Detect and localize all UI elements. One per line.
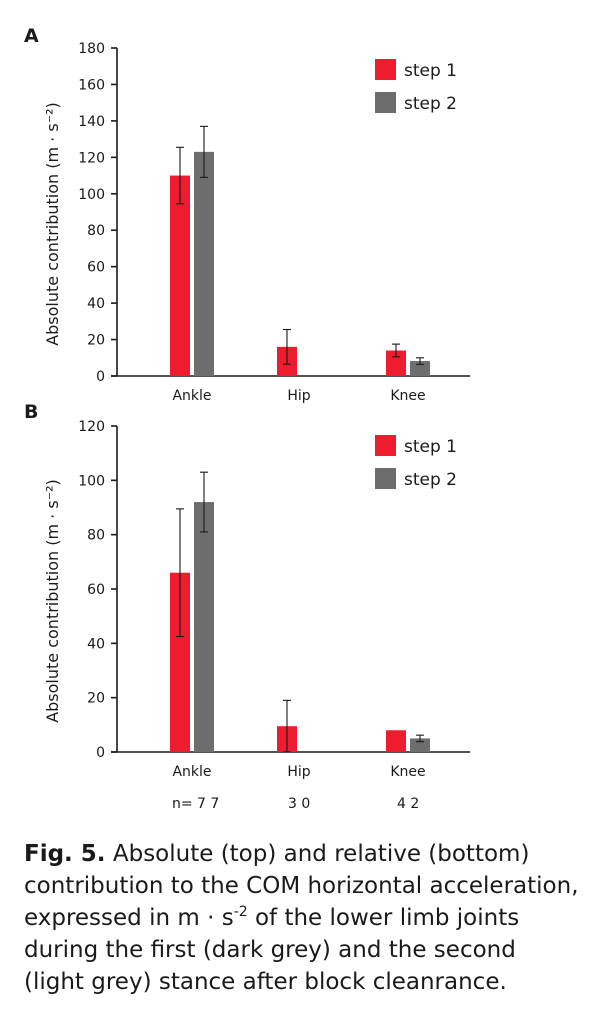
figure-caption: Fig. 5. Absolute (top) and relative (bot… bbox=[24, 838, 594, 998]
y-tick-label: 120 bbox=[78, 150, 105, 166]
caption-title: Fig. 5. bbox=[24, 841, 106, 867]
bar-step-1-ankle bbox=[170, 175, 190, 376]
y-tick-label: 40 bbox=[87, 636, 105, 652]
caption-line-3: expressed in m · s-2 of the lower limb j… bbox=[24, 902, 594, 934]
x-tick-label: Ankle bbox=[172, 388, 211, 404]
x-tick-label: Hip bbox=[287, 764, 310, 780]
y-tick-label: 100 bbox=[78, 187, 105, 203]
caption-line-1: Fig. 5. Absolute (top) and relative (bot… bbox=[24, 838, 594, 870]
legend-label: step 2 bbox=[404, 470, 457, 490]
legend-swatch bbox=[375, 59, 396, 80]
legend-label: step 1 bbox=[404, 61, 457, 81]
bar-step-1-knee bbox=[386, 730, 406, 752]
bar-step-2-ankle bbox=[194, 151, 214, 376]
legend-swatch bbox=[375, 92, 396, 113]
y-tick-label: 20 bbox=[87, 333, 105, 349]
bar-step-2-ankle bbox=[194, 502, 214, 752]
y-tick-label: 140 bbox=[78, 114, 105, 130]
y-tick-label: 80 bbox=[87, 528, 105, 544]
chart-panel-b: B 0 20 40 60 80 100 120 Absolute contribution (m… bbox=[24, 401, 470, 812]
y-tick-label: 120 bbox=[78, 419, 105, 435]
y-tick-label: 60 bbox=[87, 582, 105, 598]
y-tick-label: 60 bbox=[87, 260, 105, 276]
legend-swatch bbox=[375, 468, 396, 489]
bar-step-2-knee bbox=[410, 361, 430, 376]
y-tick-label: 160 bbox=[78, 77, 105, 93]
caption-line-5: (light grey) stance after block cleanran… bbox=[24, 969, 507, 995]
caption-text-3b: of the lower limb joints bbox=[247, 905, 520, 931]
figure: A 0 20 40 60 80 100 120 140 160 180 Absolute contri… bbox=[24, 25, 470, 812]
n-label: n= 7 7 bbox=[172, 796, 219, 812]
y-tick-label: 0 bbox=[96, 745, 105, 761]
legend-label: step 2 bbox=[404, 94, 457, 114]
y-tick-label: 180 bbox=[78, 41, 105, 57]
y-tick-label: 0 bbox=[96, 369, 105, 385]
x-tick-label: Ankle bbox=[172, 764, 211, 780]
n-label: 3 0 bbox=[288, 796, 310, 812]
x-tick-label: Knee bbox=[390, 388, 425, 404]
y-tick-label: 80 bbox=[87, 223, 105, 239]
panel-label: A bbox=[24, 25, 39, 47]
caption-text-1: Absolute (top) and relative (bottom) bbox=[105, 841, 530, 867]
x-tick-label: Hip bbox=[287, 388, 310, 404]
y-tick-label: 20 bbox=[87, 691, 105, 707]
legend-label: step 1 bbox=[404, 437, 457, 457]
y-tick-label: 40 bbox=[87, 296, 105, 312]
bar-step-2-knee bbox=[410, 738, 430, 752]
panel-label: B bbox=[24, 401, 38, 423]
y-axis-label: Absolute contribution (m · s⁻²) bbox=[43, 479, 62, 723]
caption-line-4: during the first (dark grey) and the sec… bbox=[24, 937, 516, 963]
n-label: 4 2 bbox=[397, 796, 419, 812]
caption-line-2: contribution to the COM horizontal accel… bbox=[24, 873, 579, 899]
y-tick-label: 100 bbox=[78, 473, 105, 489]
legend-swatch bbox=[375, 435, 396, 456]
caption-text-3a: expressed in m · s bbox=[24, 905, 234, 931]
bar-step-1-knee bbox=[386, 350, 406, 376]
x-tick-label: Knee bbox=[390, 764, 425, 780]
bar-step-1-ankle bbox=[170, 572, 190, 752]
y-axis-label: Absolute contribution (m · s⁻²) bbox=[43, 102, 62, 346]
caption-superscript: -2 bbox=[233, 904, 248, 920]
chart-panel-a: A 0 20 40 60 80 100 120 140 160 180 Absolute contri… bbox=[24, 25, 470, 404]
